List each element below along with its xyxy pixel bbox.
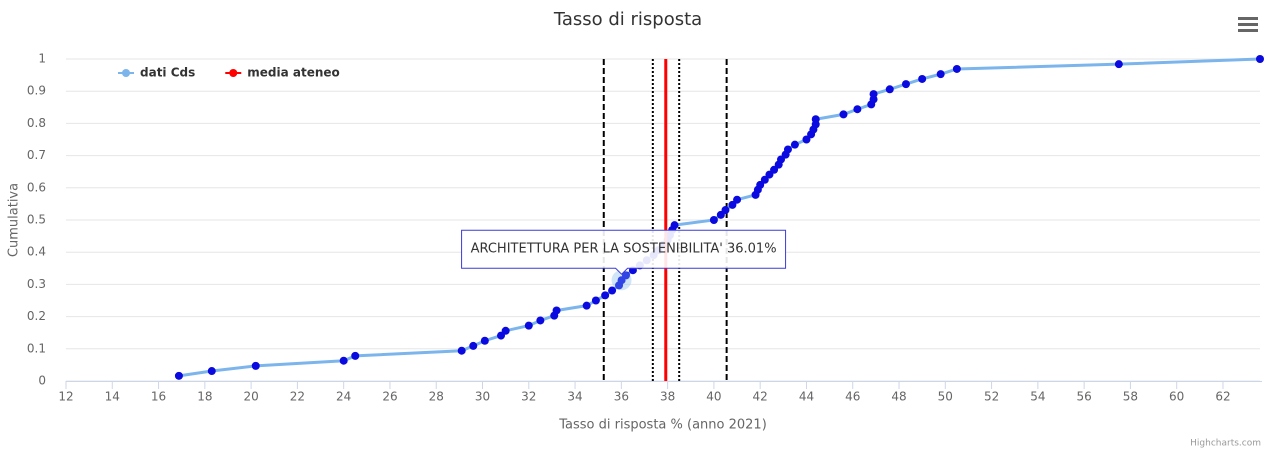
data-point [174,371,183,380]
x-tick-label: 48 [891,390,906,404]
data-point [1114,60,1123,69]
x-tick-label: 42 [753,390,768,404]
x-tick-label: 30 [475,390,490,404]
data-point [480,336,489,345]
data-point [936,70,945,79]
y-tick-label: 0 [38,374,46,388]
y-axis-title: Cumulativa [7,183,22,257]
y-tick-label: 0.5 [27,213,46,227]
y-tick-label: 0.9 [27,84,46,98]
y-tick-label: 0.3 [27,277,46,291]
data-point [1256,55,1264,63]
credits: Highcharts.com [1190,439,1261,449]
x-tick-label: 56 [1076,390,1091,404]
data-point [251,361,260,370]
x-tick-label: 24 [336,390,351,404]
data-point [783,145,792,154]
data-point [853,105,862,114]
data-point [733,195,742,204]
x-tick-label: 16 [151,390,166,404]
data-point [885,85,894,94]
y-tick-label: 0.4 [27,245,46,259]
y-tick-label: 0.7 [27,148,46,162]
data-point [621,271,630,280]
data-point [670,221,679,230]
data-point [721,206,730,215]
tooltip-box [461,229,787,275]
series-line [178,57,1261,378]
legend-item[interactable]: media ateneo [225,66,340,80]
x-tick-label: 58 [1123,390,1138,404]
data-point [869,90,878,99]
x-tick-label: 62 [1215,390,1230,404]
x-tick-label: 18 [197,390,212,404]
legend-symbol-marker [229,69,238,77]
x-tick-label: 22 [290,390,305,404]
y-tick-label: 0.2 [27,309,46,323]
data-point [524,321,533,330]
hover-halo [611,270,632,291]
data-point [339,356,348,365]
data-point [709,216,718,224]
data-point [601,291,610,300]
data-point [770,165,779,174]
x-tick-label: 28 [429,390,444,404]
data-point [790,140,799,149]
data-point [728,200,737,209]
menu-bar [1238,17,1258,20]
data-point [469,341,478,350]
x-tick-label: 46 [845,390,860,404]
x-tick-label: 36 [614,390,629,404]
data-point [536,316,545,325]
x-axis-title: Tasso di risposta % (anno 2021) [558,418,767,433]
chart-title: Tasso di risposta [553,9,702,30]
data-point [756,180,765,189]
x-tick-label: 52 [984,390,999,404]
x-tick-label: 14 [105,390,120,404]
x-tick-label: 20 [243,390,258,404]
menu-button[interactable] [1238,17,1258,32]
legend-label: media ateneo [247,66,340,80]
y-tick-label: 0.8 [27,116,46,130]
data-point [207,367,216,376]
data-point [952,64,961,73]
data-point [457,346,466,355]
x-tick-label: 12 [58,390,73,404]
y-tick-label: 0.1 [27,341,46,355]
y-tick-label: 0.6 [27,180,46,194]
legend-symbol-marker [122,69,130,77]
y-tick-label: 1 [38,52,46,66]
legend-item[interactable]: dati Cds [118,66,195,80]
data-point [608,286,617,295]
x-tick-label: 60 [1169,390,1184,404]
data-point [501,326,510,335]
x-tick-label: 26 [382,390,397,404]
data-point [901,80,910,89]
x-tick-label: 34 [567,390,582,404]
data-point [918,74,927,83]
data-point [760,175,769,184]
x-tick-label: 32 [521,390,536,404]
tooltip: ARCHITETTURA PER LA SOSTENIBILITA' 36.01… [461,229,787,275]
data-point [582,301,591,310]
menu-bar [1238,29,1258,32]
x-tick-label: 50 [938,390,953,404]
data-point [811,115,820,124]
legend-label: dati Cds [140,66,195,80]
data-point [552,306,561,315]
menu-bar [1238,23,1258,26]
x-tick-label: 54 [1030,390,1045,404]
data-point [802,135,811,144]
data-point [591,296,600,305]
x-tick-label: 44 [799,390,814,404]
data-point [351,351,360,360]
x-tick-label: 40 [706,390,721,404]
x-tick-label: 38 [660,390,675,404]
data-point [839,110,848,119]
tooltip-text: ARCHITETTURA PER LA SOSTENIBILITA' 36.01… [471,242,777,257]
